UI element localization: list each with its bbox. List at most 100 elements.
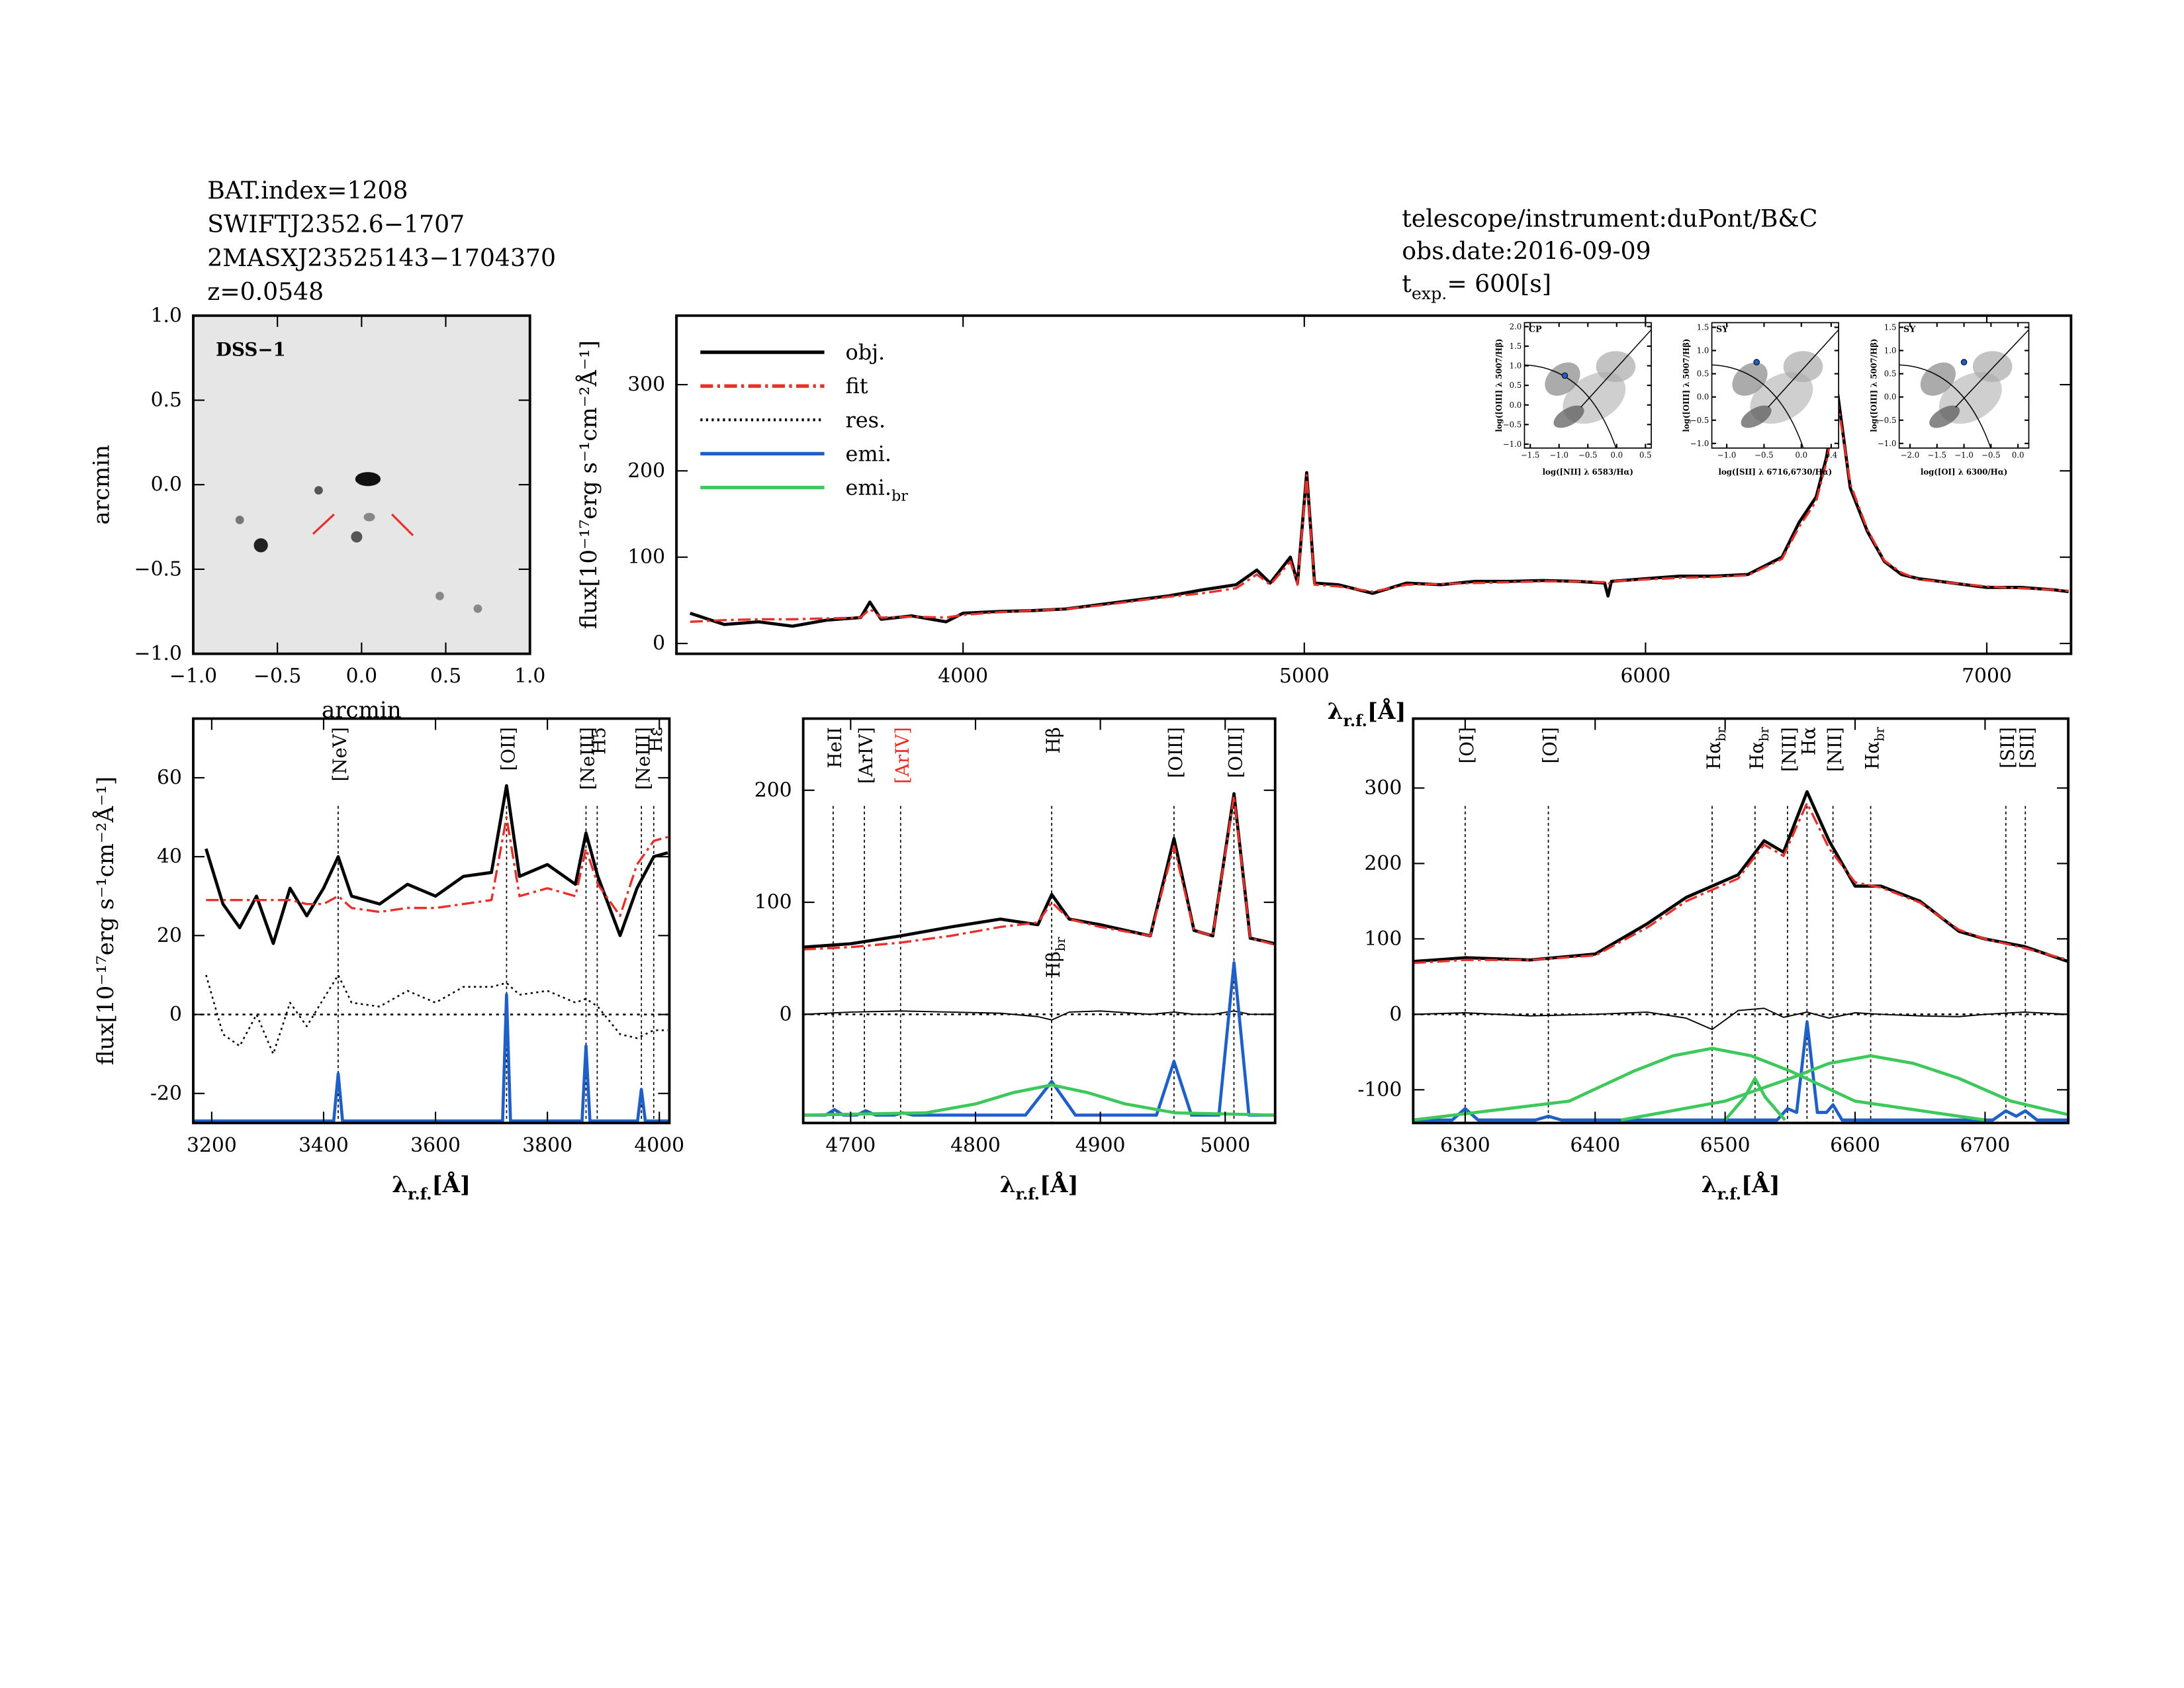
tag: CP	[1529, 325, 1542, 335]
x-axis-label-part: λ	[1702, 1172, 1717, 1198]
x-tick-label: 4000	[938, 665, 988, 688]
line-label: [OIII]	[1224, 727, 1246, 778]
y-tick-label: 0	[1389, 1003, 1402, 1026]
y-tick-label: 1.0	[151, 304, 182, 327]
y-tick-label: 0.0	[1697, 393, 1709, 402]
density-blob	[1783, 351, 1823, 383]
line-label-sub: br	[1756, 727, 1772, 741]
legend-label: obj.	[846, 340, 886, 365]
x-tick-label: 6400	[1570, 1134, 1620, 1157]
line-label-part: [OIII]	[1224, 727, 1246, 778]
density-blob	[1553, 405, 1584, 428]
x-tick-label: 4000	[634, 1134, 684, 1157]
y-tick-label: -20	[150, 1082, 182, 1105]
y-tick-label: -100	[1357, 1078, 1402, 1102]
y-tick-label: 0.0	[1884, 393, 1897, 402]
line-label: [OIII]	[1165, 727, 1187, 778]
y-axis-label: flux[10⁻¹⁷erg s⁻¹cm⁻²Å⁻¹]	[92, 776, 119, 1065]
line-label: Hαbr	[1703, 727, 1729, 770]
x-tick-label: −1.0	[1717, 451, 1736, 460]
x-tick-label: −0.5	[1578, 451, 1597, 460]
line-label: HeII	[824, 727, 846, 768]
line-label: [NeV]	[329, 727, 351, 781]
y-tick-label: −1.0	[1878, 439, 1896, 448]
x-axis-label-sub: r.f.	[1016, 1185, 1040, 1203]
spectrum	[803, 792, 1275, 949]
spectrum	[1621, 1054, 2069, 1122]
line-label-part: [NeIII]	[576, 727, 598, 790]
y-tick-label: 0.5	[1697, 369, 1709, 379]
x-tick-label: 0.0	[1610, 451, 1623, 460]
x-axis-label: λr.f.[Å]	[392, 1171, 471, 1203]
line-label-part: HeII	[824, 727, 846, 768]
x-tick-label: 1.0	[514, 665, 545, 688]
x-axis-label-part: [Å]	[1741, 1171, 1780, 1198]
density-blob	[1972, 351, 2013, 383]
density-blob	[1596, 351, 1636, 383]
spectrum	[205, 784, 668, 945]
line-label-sub: br	[1872, 727, 1888, 741]
x-tick-label: 0.0	[2012, 451, 2025, 460]
line-label-part: [OI]	[1539, 727, 1561, 763]
x-axis-label-sub: r.f.	[1717, 1185, 1741, 1203]
tag: SY	[1716, 325, 1729, 335]
y-tick-label: 0	[780, 1003, 792, 1026]
spectrum	[803, 1010, 1275, 1021]
line-label-part: Hβ	[1042, 727, 1064, 753]
y-axis-label: arcmin	[89, 445, 115, 525]
spectrum	[1413, 1008, 2069, 1031]
plot-area	[1413, 718, 2069, 1123]
exposure-time-sub: exp.	[1412, 283, 1447, 303]
line-label-part: Hα	[1797, 727, 1819, 755]
y-tick-label: 0.5	[151, 389, 182, 412]
tag-box	[1900, 324, 1917, 336]
x-tick-label: 4900	[1075, 1134, 1126, 1157]
y-tick-label: 200	[754, 778, 792, 802]
spectrum	[803, 794, 1275, 951]
x-tick-label: −0.5	[1754, 451, 1773, 460]
y-tick-label: 20	[157, 924, 182, 947]
line-label-part: H5	[588, 727, 610, 755]
point	[1561, 372, 1569, 379]
demarcation	[1899, 364, 1991, 448]
header-right: obs.date:2016-09-09	[1402, 236, 1651, 265]
line-label-part: Hε	[644, 727, 666, 752]
source	[473, 604, 482, 613]
line-label: Hβbr	[1042, 937, 1069, 978]
y-axis-label: log([OIII] λ 5007/Hβ)	[1682, 339, 1691, 432]
header-line: BAT.index=1208	[207, 176, 408, 205]
legend-label-sub: br	[891, 487, 908, 504]
line-label: Hαbr	[1745, 727, 1772, 770]
legend-label-part: emi.	[846, 475, 891, 500]
line-label: Hβ	[1042, 727, 1064, 753]
line-label-part: [NII]	[1778, 727, 1800, 772]
x-axis-label-part: [Å]	[1040, 1171, 1079, 1198]
tag: SY	[1903, 325, 1916, 335]
line-label-part: Hα	[1861, 741, 1883, 770]
line-label-part: Hβ	[1042, 951, 1064, 978]
line-label: [NII]	[1778, 727, 1800, 772]
demarcation	[1955, 329, 2029, 408]
x-axis-label: λr.f.[Å]	[1328, 698, 1406, 730]
x-tick-label: 6500	[1700, 1134, 1751, 1157]
y-tick-label: −1.0	[134, 642, 182, 665]
density	[1711, 329, 1839, 448]
header-line: SWIFTJ2352.6−1707	[207, 210, 465, 238]
legend-label-part: res.	[846, 407, 886, 432]
y-tick-label: 100	[1364, 927, 1402, 951]
x-tick-label: 0.4	[1825, 451, 1838, 460]
spectrum	[803, 1083, 1275, 1117]
axes-frame	[1412, 717, 2070, 1125]
line-label-part: [SII]	[1996, 727, 2018, 768]
line-label: H5	[588, 727, 610, 755]
line-label: Hα	[1797, 727, 1819, 755]
legend-label: emi.	[846, 441, 891, 466]
y-axis-label: log([OIII] λ 5007/Hβ)	[1494, 339, 1504, 432]
x-tick-label: −1.5	[1928, 451, 1946, 460]
y-tick-label: 1.5	[1697, 322, 1709, 332]
y-tick-label: −0.5	[1503, 420, 1522, 429]
plot-area	[193, 718, 670, 1123]
y-tick-label: 0.5	[1884, 369, 1897, 379]
line-label: [SII]	[1996, 727, 2018, 768]
